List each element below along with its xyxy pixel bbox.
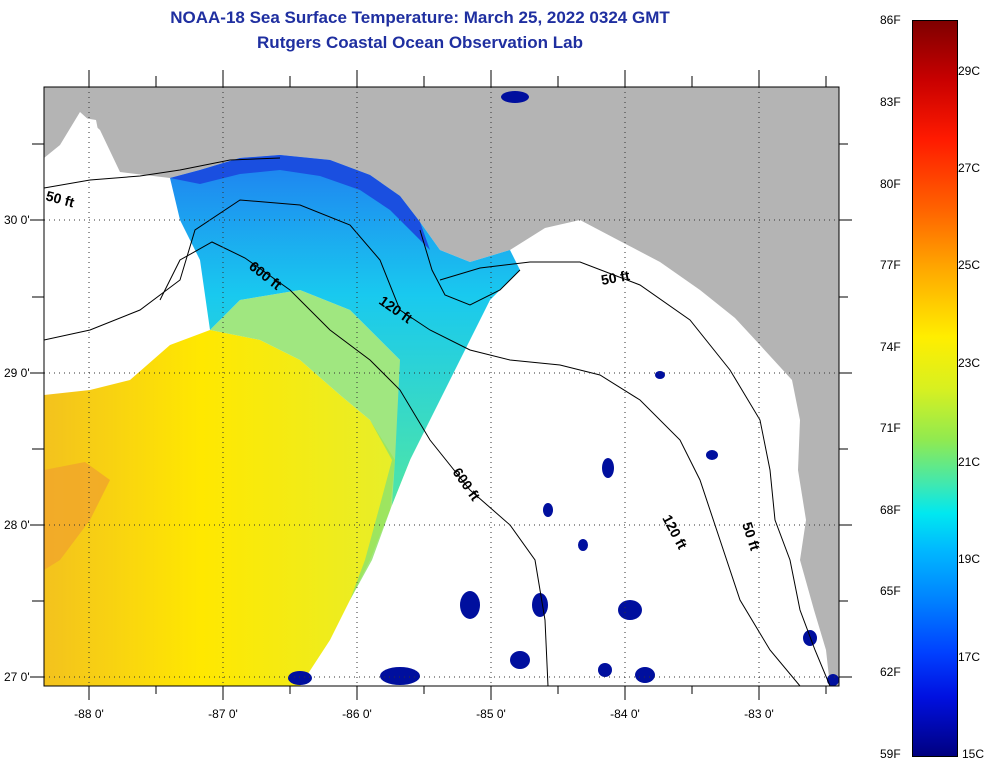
colorbar-f-label: 83F bbox=[880, 95, 901, 109]
lon-label: -86 0' bbox=[342, 707, 372, 721]
colorbar-f-label: 68F bbox=[880, 503, 901, 517]
colorbar-f-label: 59F bbox=[880, 747, 901, 761]
temperature-colorbar bbox=[912, 20, 958, 757]
bathymetry-contours bbox=[44, 157, 831, 686]
lon-label: -87 0' bbox=[208, 707, 238, 721]
lat-label: 28 0' bbox=[4, 518, 30, 532]
lon-label: -88 0' bbox=[74, 707, 104, 721]
cold-water-patches bbox=[288, 91, 839, 686]
contour-shelf-edge bbox=[419, 229, 521, 306]
lon-label: -83 0' bbox=[744, 707, 774, 721]
map-title: NOAA-18 Sea Surface Temperature: March 2… bbox=[170, 8, 670, 27]
colorbar-f-label: 62F bbox=[880, 665, 901, 679]
colorbar-f-label: 71F bbox=[880, 421, 901, 435]
colorbar-c-label: 21C bbox=[958, 455, 981, 469]
map-frame bbox=[43, 86, 840, 687]
mobile-bay bbox=[82, 118, 100, 150]
shelf-water-area bbox=[170, 155, 520, 505]
tick-marks bbox=[30, 70, 852, 700]
colorbar-f-label: 74F bbox=[880, 340, 901, 354]
lon-label: -85 0' bbox=[476, 707, 506, 721]
lat-label: 30 0' bbox=[4, 213, 30, 227]
colorbar-f-label: 65F bbox=[880, 584, 901, 598]
contour-label-50ft-west: 50 ft bbox=[44, 187, 76, 210]
colorbar-f-label: 80F bbox=[880, 177, 901, 191]
colorbar-c-label: 29C bbox=[958, 64, 981, 78]
contour-120ft bbox=[44, 199, 801, 686]
colorbar-c-label: 17C bbox=[958, 650, 981, 664]
cold-coastal-band bbox=[170, 155, 430, 250]
contour-label-50ft-east: 50 ft bbox=[600, 267, 631, 288]
colorbar-c-label: 15C bbox=[962, 747, 985, 761]
lat-label: 27 0' bbox=[4, 670, 30, 684]
colorbar-c-label: 19C bbox=[958, 552, 981, 566]
lon-label: -84 0' bbox=[610, 707, 640, 721]
colorbar-f-label: 86F bbox=[880, 13, 901, 27]
colorbar-f-label: 77F bbox=[880, 258, 901, 272]
land bbox=[44, 87, 839, 686]
warm-water-area bbox=[44, 330, 395, 686]
contour-50ft-east bbox=[439, 261, 831, 686]
colorbar-c-label: 23C bbox=[958, 356, 981, 370]
colorbar-c-label: 27C bbox=[958, 161, 981, 175]
contour-600ft bbox=[159, 241, 549, 686]
warmest-water-area bbox=[44, 462, 110, 570]
contour-50ft-west bbox=[44, 157, 281, 189]
colorbar-c-label: 25C bbox=[958, 258, 981, 272]
map-subtitle: Rutgers Coastal Ocean Observation Lab bbox=[257, 33, 583, 52]
lat-label: 29 0' bbox=[4, 366, 30, 380]
